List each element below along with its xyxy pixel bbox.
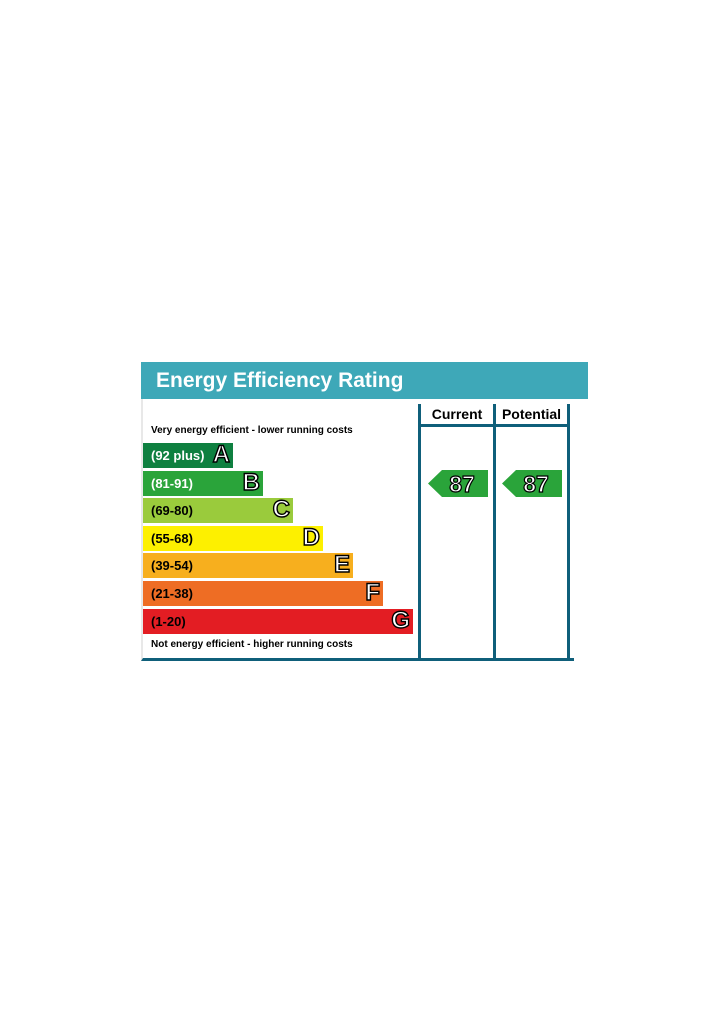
- band-range-label: (69-80): [151, 503, 193, 519]
- column-header-rule: [418, 424, 570, 427]
- band-d: (55-68) D: [143, 523, 323, 551]
- energy-efficiency-chart: Energy Efficiency Rating Current Potenti…: [141, 362, 588, 661]
- divider-right: [567, 404, 570, 658]
- band-a: (92 plus) A: [143, 440, 233, 469]
- arrow-shape: [428, 469, 488, 497]
- band-range-label: (1-20): [151, 613, 186, 629]
- arrow-potential: 87: [502, 469, 562, 497]
- divider-middle: [493, 404, 496, 658]
- band-b: (81-91) B: [143, 468, 263, 496]
- bottom-note: Not energy efficient - higher running co…: [151, 639, 353, 650]
- band-range-label: (81-91): [151, 475, 193, 491]
- potential-column-header: Potential: [501, 406, 562, 422]
- band-g: (1-20) G: [143, 606, 413, 634]
- arrow-shape: [502, 469, 562, 497]
- band-letter: G: [391, 606, 411, 634]
- band-letter: A: [212, 440, 231, 468]
- band-c: (69-80) C: [143, 495, 293, 524]
- top-note: Very energy efficient - lower running co…: [151, 425, 353, 436]
- arrow-value: 87: [449, 470, 476, 497]
- band-range-label: (92 plus): [151, 448, 205, 463]
- chart-title: Energy Efficiency Rating: [141, 362, 588, 399]
- band-letter: E: [333, 551, 350, 579]
- band-letter: F: [365, 578, 381, 606]
- band-range-label: (39-54): [151, 558, 193, 574]
- band-letter: D: [302, 523, 321, 551]
- band-letter: B: [242, 468, 261, 496]
- band-range-label: (21-38): [151, 586, 193, 601]
- current-column-header: Current: [431, 406, 483, 422]
- band-f: (21-38) F: [143, 578, 383, 607]
- band-range-label: (55-68): [151, 530, 193, 546]
- divider-left: [418, 404, 421, 658]
- band-letter: C: [272, 495, 291, 524]
- arrow-value: 87: [523, 470, 550, 497]
- band-e: (39-54) E: [143, 551, 353, 579]
- chart-frame: [141, 399, 574, 661]
- arrow-current: 87: [428, 469, 488, 497]
